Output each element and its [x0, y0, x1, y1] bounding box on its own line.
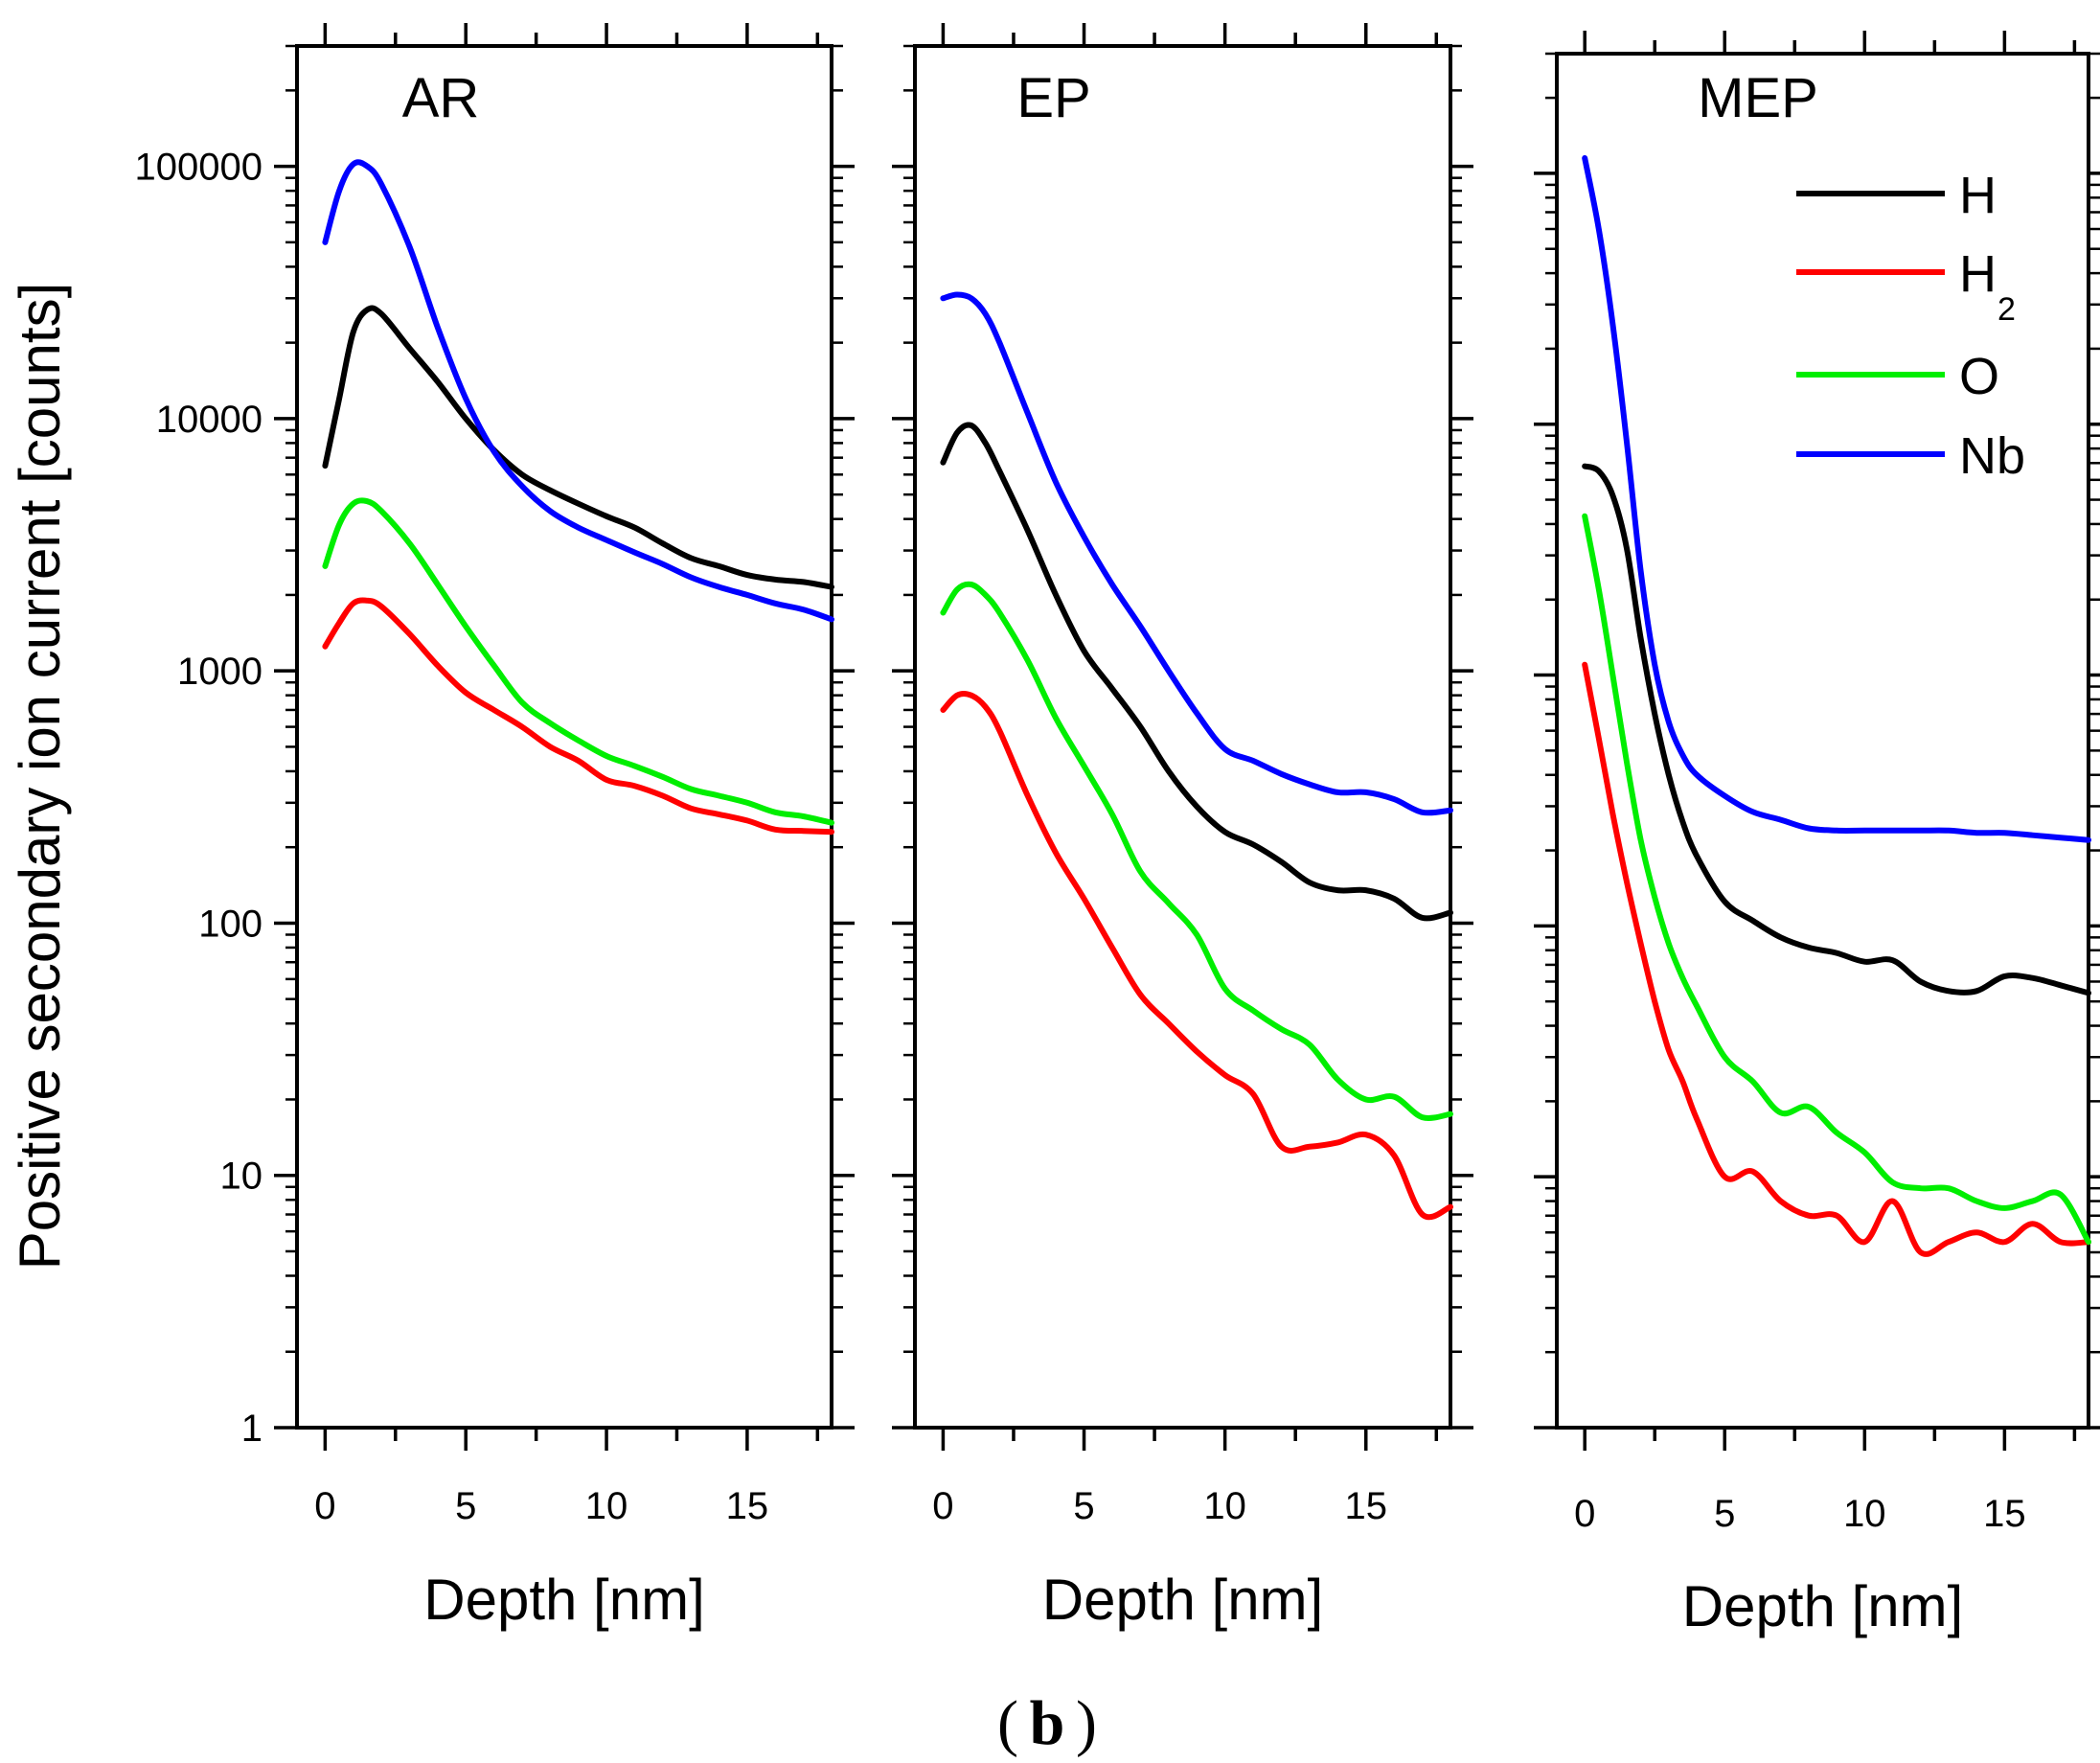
legend: H H 2 O Nb	[1796, 167, 2025, 485]
x-tick-label: 0	[1574, 1493, 1595, 1535]
panel-title: AR	[402, 67, 480, 129]
panel-title: EP	[1016, 67, 1090, 129]
caption: ( b )	[997, 1688, 1097, 1758]
x-tick-label: 5	[1714, 1493, 1735, 1535]
panel-ep: 0 5 10 15 Depth [nm] EP	[892, 23, 1473, 1632]
x-tick-label: 10	[585, 1485, 628, 1527]
x-tick-label: 10	[1843, 1493, 1886, 1535]
x-tick-label: 15	[1344, 1485, 1387, 1527]
y-tick-label: 1000	[177, 651, 262, 693]
series-line-nb	[322, 159, 834, 623]
x-tick-label: 5	[455, 1485, 476, 1527]
legend-label-h: H	[1959, 167, 1997, 224]
series-line-nb	[940, 291, 1453, 816]
caption-letter: b	[1030, 1688, 1065, 1758]
plot-frame	[1555, 52, 2090, 1430]
series-line-h	[1582, 463, 2091, 996]
panel-title: MEP	[1698, 67, 1818, 129]
legend-label-nb: Nb	[1959, 427, 2025, 485]
series-line-h2	[1582, 661, 2091, 1257]
legend-label-h2: H	[1959, 245, 1997, 303]
plot-frame	[913, 44, 1452, 1430]
series-line-h	[940, 422, 1453, 922]
series-line-o	[1582, 513, 2091, 1246]
y-tick-label: 100	[198, 903, 262, 945]
series-line-nb	[1582, 155, 2091, 843]
panel-mep: 0 5 10 15 Depth [nm] MEP	[1534, 31, 2100, 1638]
series-line-o	[322, 497, 834, 826]
caption-open-paren: (	[997, 1688, 1018, 1758]
panel-ar: 1 10 100 1000 10000 100000 0 5 10 15 Depth [nm] AR	[135, 23, 855, 1632]
x-axis-title: Depth [nm]	[423, 1568, 704, 1632]
y-tick-label: 10000	[156, 399, 262, 441]
series-line-h2	[322, 597, 834, 836]
plot-frame	[295, 44, 833, 1430]
x-axis-title: Depth [nm]	[1042, 1568, 1323, 1632]
x-tick-label: 10	[1203, 1485, 1246, 1527]
caption-close-paren: )	[1076, 1688, 1097, 1758]
legend-label-o: O	[1959, 348, 1999, 405]
series-line-h2	[940, 690, 1453, 1221]
x-tick-label: 15	[726, 1485, 769, 1527]
series-line-o	[940, 581, 1453, 1121]
x-tick-label: 0	[932, 1485, 953, 1527]
x-tick-label: 0	[314, 1485, 335, 1527]
x-axis-title: Depth [nm]	[1682, 1574, 1963, 1638]
legend-label-h2-subscript: 2	[1997, 291, 2016, 328]
y-tick-label: 100000	[135, 147, 262, 189]
x-tick-label: 15	[1983, 1493, 2026, 1535]
x-tick-label: 5	[1073, 1485, 1094, 1527]
series-line-h	[322, 305, 834, 590]
y-tick-label: 10	[220, 1156, 263, 1198]
y-axis-title: Positive secondary ion current [counts]	[8, 283, 72, 1271]
y-tick-label: 1	[241, 1408, 262, 1450]
